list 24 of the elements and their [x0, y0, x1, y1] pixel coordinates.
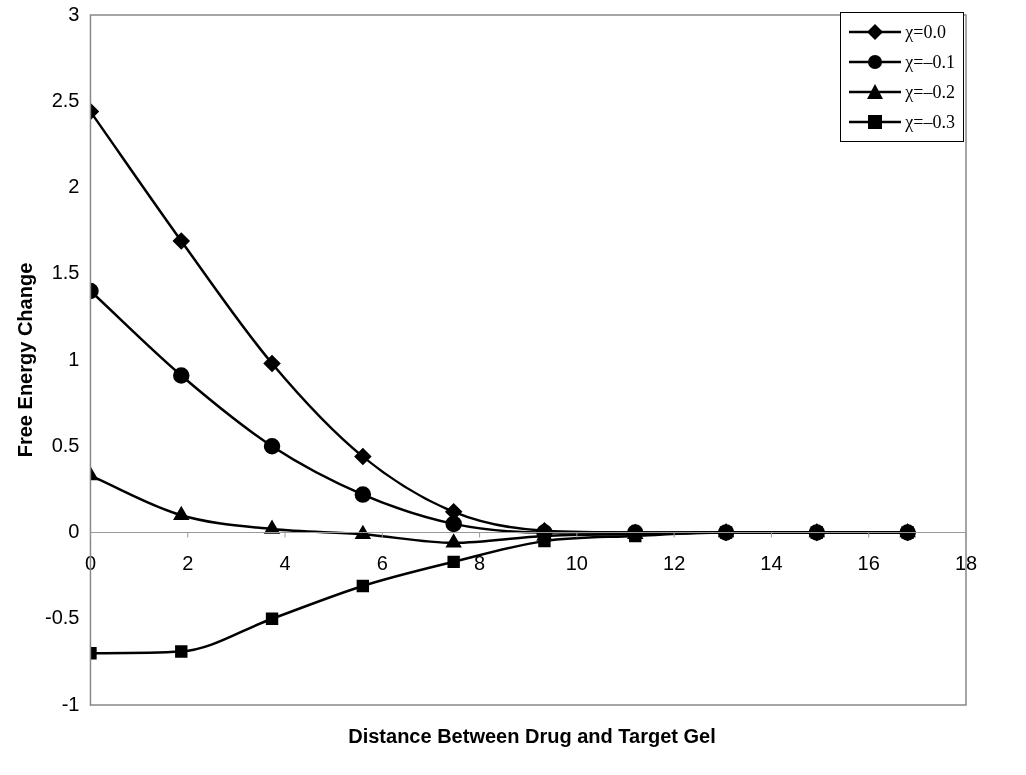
y-tick-label: 0.5 [51, 433, 80, 456]
y-tick-label: -0.5 [44, 606, 80, 629]
y-tick-label: 1 [68, 347, 80, 370]
y-tick-label: 3 [68, 2, 80, 25]
x-tick-label: 12 [663, 552, 686, 575]
x-tick-label: 16 [857, 552, 880, 575]
legend-label: χ=0.0 [905, 21, 946, 43]
y-tick-label: -1 [61, 692, 80, 715]
x-tick-label: 10 [565, 552, 588, 575]
x-tick-label: 14 [760, 552, 783, 575]
x-axis-title: Distance Between Drug and Target Gel [347, 725, 717, 748]
y-axis-title: Free Energy Change [13, 262, 36, 458]
y-tick-label: 1.5 [51, 261, 80, 284]
y-tick-label: 2.5 [51, 88, 80, 111]
x-tick-label: 18 [954, 552, 978, 575]
legend-label: χ=–0.1 [905, 51, 955, 73]
legend-label: χ=–0.2 [905, 81, 955, 103]
x-tick-label: 4 [279, 552, 291, 575]
x-tick-label: 2 [182, 552, 194, 575]
y-tick-label: 0 [68, 520, 80, 543]
y-tick-label: 2 [68, 175, 80, 198]
x-tick-label: 8 [474, 552, 486, 575]
legend-label: χ=–0.3 [905, 111, 955, 133]
x-tick-label: 6 [376, 552, 388, 575]
